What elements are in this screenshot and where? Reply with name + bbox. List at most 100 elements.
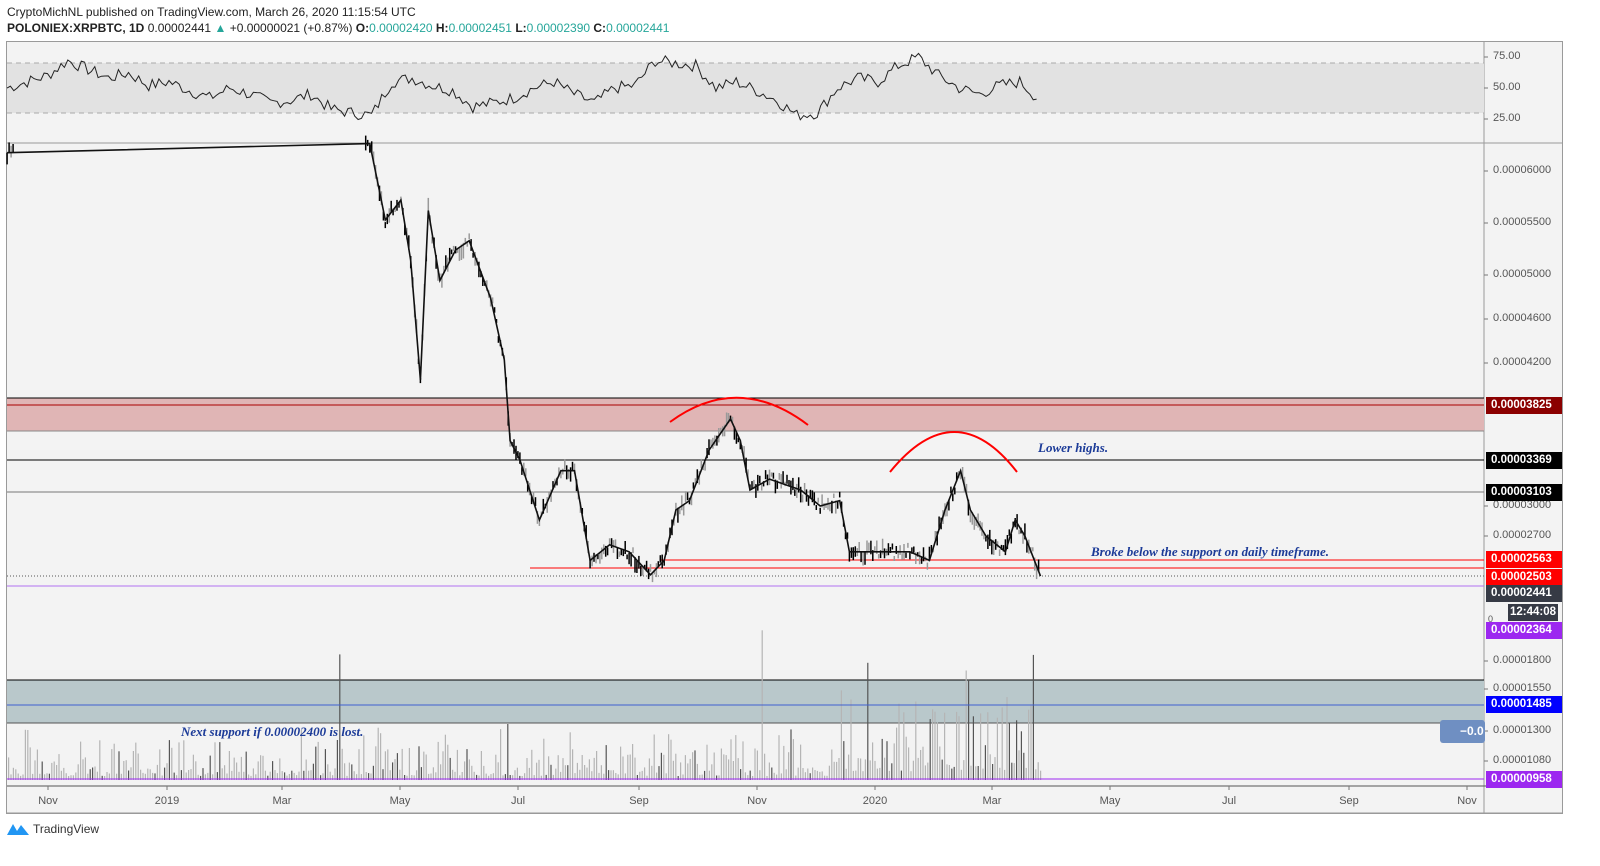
volume-bar [773, 772, 775, 780]
volume-bar [836, 761, 838, 780]
price-level-label[interactable]: 0.00002364 [1486, 622, 1562, 639]
price-level-label[interactable]: 0.00002503 [1486, 569, 1562, 586]
time-axis-label: Mar [982, 795, 1002, 807]
volume-bar [905, 736, 907, 780]
volume-bar [353, 771, 355, 780]
volume-bar [430, 773, 432, 780]
volume-bar [932, 709, 934, 780]
volume-bar [572, 749, 574, 780]
volume-bar [689, 758, 691, 780]
high-value: 0.00002451 [448, 21, 512, 35]
rsi-axis-label: 75.00 [1493, 50, 1521, 62]
volume-bar [886, 741, 888, 780]
volume-bar [908, 747, 910, 780]
volume-bar [154, 773, 156, 780]
volume-bar [912, 760, 914, 780]
volume-bar [804, 772, 806, 780]
symbol-name[interactable]: POLONIEX:XRPBTC, 1D [7, 21, 145, 35]
volume-bar [797, 767, 799, 780]
time-axis-label: Mar [272, 795, 292, 807]
volume-bar [72, 775, 74, 780]
bar-countdown: 12:44:08 [1508, 604, 1558, 621]
price-level-label[interactable]: 0.00003369 [1486, 452, 1562, 469]
volume-bar [168, 740, 170, 780]
volume-bar [248, 774, 250, 780]
time-axis-label: May [389, 795, 411, 807]
axis-zero-mark: 0 [1488, 614, 1494, 624]
volume-bar [629, 754, 631, 780]
volume-bar [1023, 752, 1025, 780]
volume-bar [732, 761, 734, 780]
volume-bar [243, 771, 245, 780]
volume-bar [579, 769, 581, 780]
volume-bar [960, 769, 962, 780]
volume-bar [68, 776, 70, 780]
volume-bar [716, 775, 718, 780]
price-axis-label: 0.00001800 [1493, 654, 1552, 666]
volume-bar [476, 774, 478, 780]
volume-bar [996, 717, 998, 780]
volume-bar [807, 768, 809, 780]
price-level-label[interactable]: 0.00003103 [1486, 484, 1562, 501]
volume-bar [581, 755, 583, 780]
volume-bar [718, 775, 720, 780]
volume-bar [60, 770, 62, 780]
time-axis-label: May [1099, 795, 1121, 807]
volume-bar [48, 773, 50, 780]
volume-bar [747, 775, 749, 780]
volume-bar [250, 775, 252, 780]
volume-bar [190, 769, 192, 780]
volume-bar [272, 761, 274, 780]
price-level-label[interactable]: 0.00001485 [1486, 696, 1562, 713]
volume-bar [720, 748, 722, 780]
volume-bar [574, 773, 576, 780]
annotation-next-support[interactable]: Next support if 0.00002400 is lost. [181, 724, 364, 739]
volume-bar [284, 772, 286, 780]
volume-bar [946, 764, 948, 780]
volume-bar [764, 753, 766, 780]
time-axis-label: Sep [1339, 795, 1359, 807]
price-level-label[interactable]: 0.00002441 [1486, 585, 1562, 602]
volume-bar [874, 760, 876, 780]
annotation-lower-highs[interactable]: Lower highs. [1038, 440, 1109, 455]
volume-bar [598, 772, 600, 780]
volume-bar [584, 765, 586, 780]
volume-bar [226, 773, 228, 780]
volume-bar [963, 760, 965, 780]
volume-bar [564, 765, 566, 780]
volume-bar [358, 749, 360, 780]
volume-bar [687, 763, 689, 780]
volume-bar [29, 747, 31, 780]
volume-bar [123, 761, 125, 780]
price-axis-label: 0.00001080 [1493, 754, 1552, 766]
volume-bar [22, 774, 24, 780]
tradingview-logo[interactable]: TradingView [6, 822, 99, 836]
price-level-label[interactable]: 0.00000958 [1486, 771, 1562, 788]
price-axis-label: 0.00002700 [1493, 529, 1552, 541]
volume-bar [888, 770, 890, 780]
volume-bar [147, 768, 149, 780]
volume-bar [1016, 720, 1018, 780]
volume-bar [27, 730, 29, 780]
volume-bar [444, 734, 446, 780]
price-level-label[interactable]: 0.00002563 [1486, 551, 1562, 568]
volume-bar [408, 748, 410, 780]
price-level-label[interactable]: 0.00003825 [1486, 397, 1562, 414]
volume-bar [437, 741, 439, 780]
volume-bar [411, 775, 413, 780]
annotation-broke-below[interactable]: Broke below the support on daily timefra… [1091, 544, 1329, 559]
volume-bar [1006, 697, 1008, 780]
volume-bar [975, 766, 977, 780]
volume-bar [166, 763, 168, 780]
volume-bar [605, 745, 607, 780]
volume-bar [473, 771, 475, 780]
volume-bar [334, 768, 336, 780]
volume-bar [449, 757, 451, 780]
volume-bar [344, 763, 346, 780]
measure-label[interactable]: −0.0 [1440, 720, 1485, 743]
volume-bar [1032, 654, 1034, 780]
volume-bar [692, 752, 694, 780]
volume-bar [156, 764, 158, 780]
volume-bar [881, 738, 883, 780]
